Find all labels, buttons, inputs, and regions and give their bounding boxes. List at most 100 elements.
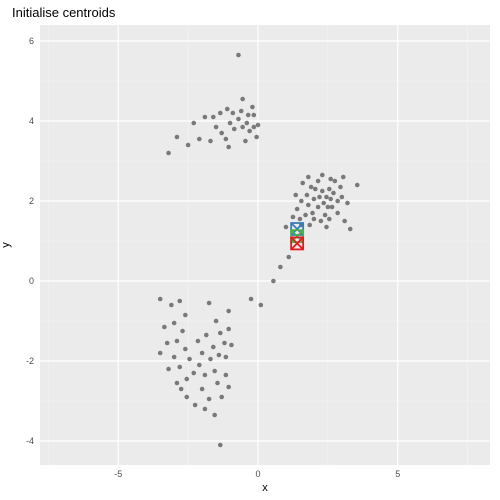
- data-point: [158, 351, 163, 356]
- data-point: [305, 193, 310, 198]
- data-point: [256, 123, 261, 128]
- data-point: [331, 191, 336, 196]
- data-point: [226, 309, 231, 314]
- y-tick-label: -2: [26, 356, 34, 366]
- data-point: [231, 111, 236, 116]
- data-point: [247, 129, 252, 134]
- data-point: [341, 175, 346, 180]
- data-point: [306, 175, 311, 180]
- data-point: [245, 121, 250, 126]
- data-point: [169, 303, 174, 308]
- data-point: [177, 365, 182, 370]
- data-point: [226, 385, 231, 390]
- data-point: [214, 319, 219, 324]
- data-point: [203, 373, 208, 378]
- data-point: [214, 125, 219, 130]
- data-point: [321, 201, 326, 206]
- data-point: [203, 407, 208, 412]
- data-point: [316, 205, 321, 210]
- data-point: [240, 97, 245, 102]
- chart-title: Initialise centroids: [12, 5, 115, 20]
- data-point: [309, 185, 314, 190]
- data-point: [229, 343, 234, 348]
- data-point: [208, 139, 213, 144]
- data-point: [224, 355, 229, 360]
- data-point: [307, 223, 312, 228]
- data-point: [165, 341, 170, 346]
- data-point: [191, 121, 196, 126]
- data-point: [177, 299, 182, 304]
- data-point: [348, 227, 353, 232]
- data-point: [278, 265, 283, 270]
- data-point: [187, 357, 192, 362]
- x-axis-label: x: [262, 482, 268, 494]
- data-point: [295, 207, 300, 212]
- y-tick-label: 4: [29, 116, 34, 126]
- data-point: [319, 219, 324, 224]
- data-point: [180, 329, 185, 334]
- data-point: [316, 179, 321, 184]
- data-point: [217, 353, 222, 358]
- data-point: [184, 395, 189, 400]
- data-point: [271, 279, 276, 284]
- data-point: [324, 225, 329, 230]
- data-point: [232, 127, 237, 132]
- data-point: [284, 225, 289, 230]
- data-point: [306, 203, 311, 208]
- data-point: [340, 195, 345, 200]
- data-point: [172, 355, 177, 360]
- data-point: [313, 187, 318, 192]
- data-point: [312, 197, 317, 202]
- data-point: [328, 177, 333, 182]
- data-point: [259, 303, 264, 308]
- data-point: [158, 297, 163, 302]
- data-point: [203, 115, 208, 120]
- data-point: [226, 327, 231, 332]
- data-point: [166, 151, 171, 156]
- data-point: [342, 219, 347, 224]
- y-tick-label: 6: [29, 36, 34, 46]
- data-point: [303, 213, 308, 218]
- data-point: [186, 143, 191, 148]
- data-point: [224, 137, 229, 142]
- data-point: [191, 371, 196, 376]
- data-point: [317, 195, 322, 200]
- data-point: [219, 131, 224, 136]
- data-point: [222, 341, 227, 346]
- data-point: [300, 181, 305, 186]
- y-tick-label: 0: [29, 276, 34, 286]
- data-point: [252, 113, 257, 118]
- data-point: [211, 345, 216, 350]
- data-point: [183, 347, 188, 352]
- y-tick-label: 2: [29, 196, 34, 206]
- data-point: [196, 339, 201, 344]
- data-point: [204, 333, 209, 338]
- data-point: [219, 395, 224, 400]
- x-tick-label: 0: [255, 469, 260, 479]
- data-point: [225, 107, 230, 112]
- data-point: [320, 189, 325, 194]
- plot-panel: [40, 25, 490, 465]
- data-point: [286, 255, 291, 260]
- data-point: [298, 217, 303, 222]
- data-point: [312, 217, 317, 222]
- x-tick-label: -5: [114, 469, 122, 479]
- data-point: [345, 201, 350, 206]
- data-point: [197, 363, 202, 368]
- y-axis-label: y: [0, 242, 12, 248]
- data-point: [291, 215, 296, 220]
- data-point: [166, 367, 171, 372]
- data-point: [330, 205, 335, 210]
- data-point: [175, 381, 180, 386]
- data-point: [249, 297, 254, 302]
- data-point: [211, 115, 216, 120]
- data-point: [215, 381, 220, 386]
- data-point: [320, 173, 325, 178]
- data-point: [310, 211, 315, 216]
- data-point: [323, 213, 328, 218]
- data-point: [254, 135, 259, 140]
- data-point: [218, 111, 223, 116]
- data-point: [200, 387, 205, 392]
- data-point: [208, 357, 213, 362]
- data-point: [212, 413, 217, 418]
